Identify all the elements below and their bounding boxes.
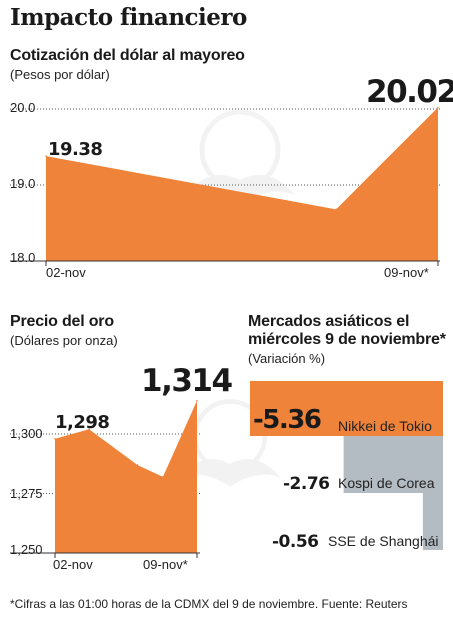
- gold-first-value-label: 1,298: [55, 412, 110, 433]
- gold-area: [55, 400, 197, 553]
- gold-point: [196, 399, 198, 402]
- markets-category-label: SSE de Shanghái: [328, 533, 439, 549]
- dollar-ytick-label: 18.0: [10, 250, 36, 265]
- dollar-area: [46, 107, 438, 261]
- markets-chart-title-line2: miércoles 9 de noviembre*: [248, 331, 446, 348]
- markets-category-label: Nikkei de Tokio: [338, 418, 432, 434]
- markets-value-label: -2.76: [283, 474, 330, 494]
- markets-value-label: -5.36: [253, 405, 322, 435]
- markets-chart-title-line1: Mercados asiáticos el: [248, 313, 410, 330]
- gold-point: [54, 437, 56, 440]
- gold-xtick-label: 09-nov*: [143, 557, 188, 572]
- page-title: Impacto financiero: [10, 4, 247, 31]
- gold-point: [88, 428, 90, 431]
- gold-chart-title: Precio del oro: [10, 313, 114, 330]
- gold-point: [136, 464, 139, 466]
- footnote: *Cifras a las 01:00 horas de la CDMX del…: [10, 597, 408, 611]
- dollar-point: [45, 155, 47, 157]
- gold-ytick-label: 1,275: [10, 486, 43, 501]
- dollar-point: [335, 208, 337, 211]
- dollar-ytick-label: 20.0: [10, 100, 36, 115]
- markets-value-label: -0.56: [272, 532, 319, 552]
- dollar-ytick-label: 19.0: [10, 176, 36, 191]
- markets-category-label: Kospi de Corea: [338, 475, 435, 491]
- gold-ytick-label: 1,250: [10, 542, 43, 557]
- dollar-chart-subtitle: (Pesos por dólar): [10, 67, 110, 82]
- dollar-last-value-label: 20.02: [366, 74, 453, 110]
- gold-last-value-label: 1,314: [141, 363, 233, 399]
- dollar-xtick-label: 09-nov*: [384, 265, 429, 280]
- gold-point: [162, 476, 164, 478]
- dollar-xtick-label: 02-nov: [46, 265, 86, 280]
- markets-bar-highlight: [250, 381, 443, 436]
- dollar-chart-title: Cotización del dólar al mayoreo: [10, 47, 245, 64]
- gold-xtick-label: 02-nov: [53, 557, 93, 572]
- gold-ytick-label: 1,300: [10, 426, 43, 441]
- dollar-point: [437, 106, 439, 109]
- gold-chart-subtitle: (Dólares por onza): [10, 333, 118, 348]
- dollar-first-value-label: 19.38: [48, 139, 103, 160]
- eagle-watermark-icon: [185, 109, 295, 205]
- markets-chart-subtitle: (Variación %): [248, 351, 326, 366]
